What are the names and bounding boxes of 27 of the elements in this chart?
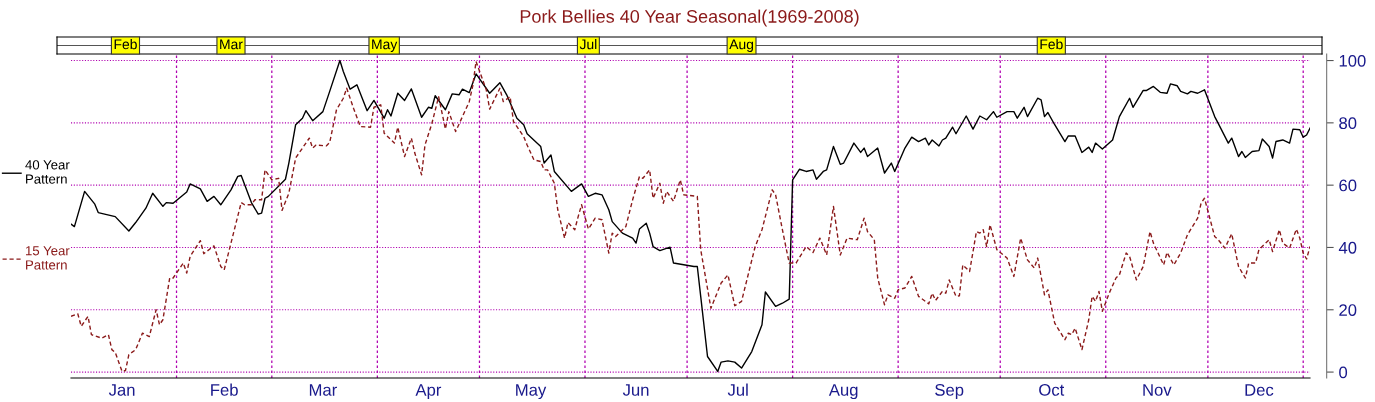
y-tick-label: 0 xyxy=(1339,366,1348,379)
y-tick-label: 40 xyxy=(1338,241,1357,254)
x-tick-label: Mar xyxy=(309,384,337,396)
x-tick-label: Apr xyxy=(415,384,442,400)
y-tick-label: 60 xyxy=(1339,179,1357,192)
annotation: May xyxy=(372,39,398,52)
x-tick-label: Jun xyxy=(622,384,649,396)
y-tick-label: 20 xyxy=(1339,304,1357,316)
x-tick-label: Feb xyxy=(211,383,238,396)
annotation: Feb xyxy=(114,39,137,50)
y-tick-label: 80 xyxy=(1339,117,1357,130)
annotation: Aug xyxy=(729,39,754,52)
x-tick-label: Jan xyxy=(108,384,135,396)
x-tick-label: Jul xyxy=(727,383,748,396)
legend-label: 40 Year Pattern xyxy=(25,160,70,184)
x-tick-label: Nov xyxy=(1143,384,1172,396)
x-tick-label: Dec xyxy=(1245,384,1274,396)
chart-title: Pork Bellies 40 Year Seasonal(1969-2008) xyxy=(520,9,859,27)
x-tick-label: May xyxy=(516,384,547,400)
x-tick-label: Aug xyxy=(828,384,858,400)
annotation: Jul xyxy=(579,39,597,50)
annotation: Mar xyxy=(220,39,243,50)
annotation: Feb xyxy=(1040,39,1063,50)
y-tick-label: 100 xyxy=(1339,54,1366,67)
x-tick-label: Sep xyxy=(935,384,964,400)
legend-label: 15 Year Pattern xyxy=(25,246,70,270)
x-tick-label: Oct xyxy=(1039,384,1065,396)
